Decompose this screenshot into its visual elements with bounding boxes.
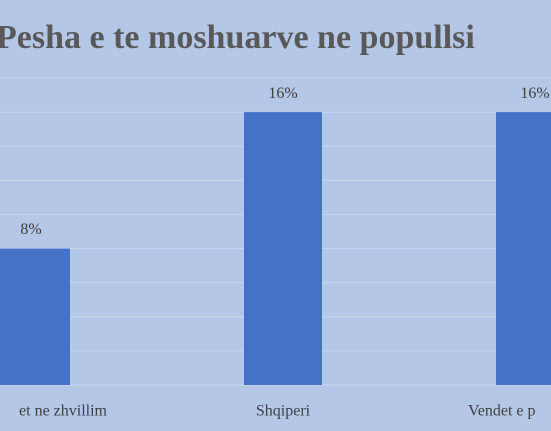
bar: [0, 248, 70, 385]
bar: [244, 112, 322, 385]
x-tick-label: et ne zhvillim: [19, 403, 108, 420]
data-label: 8%: [20, 221, 41, 238]
x-tick-label: Shqiperi: [256, 403, 311, 420]
bar: [496, 112, 551, 385]
x-tick-label: Vendet e p: [468, 403, 536, 420]
data-label: 16%: [520, 85, 549, 102]
chart-title: Pesha e te moshuarve ne popullsi: [0, 19, 475, 56]
data-label: 16%: [268, 85, 297, 102]
